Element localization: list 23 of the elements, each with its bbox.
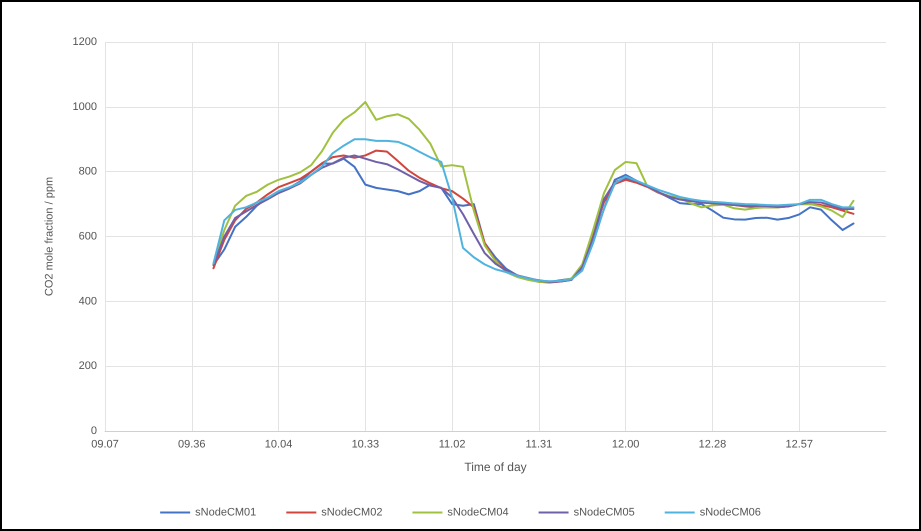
x-tick-label: 10.33: [352, 438, 380, 450]
legend-label: sNodeCM01: [195, 506, 256, 518]
y-tick-label: 0: [90, 425, 97, 437]
x-tick-label: 12.57: [785, 438, 813, 450]
x-tick-label: 09.07: [91, 438, 119, 450]
x-axis-title: Time of day: [464, 460, 527, 474]
y-tick-label: 200: [78, 360, 97, 372]
legend-label: sNodeCM04: [447, 506, 509, 518]
y-tick-label: 800: [78, 166, 97, 178]
x-tick-label: 12.00: [612, 438, 640, 450]
x-tick-label: 09.36: [178, 438, 206, 450]
y-tick-label: 1000: [72, 100, 97, 113]
y-axis-title: CO2 mole fraction / ppm: [44, 176, 56, 296]
y-tick-label: 400: [78, 295, 97, 308]
x-tick-label: 11.31: [526, 438, 552, 450]
x-tick-label: 12.28: [698, 438, 726, 450]
legend-label: sNodeCM06: [700, 506, 761, 518]
legend-label: sNodeCM02: [321, 506, 382, 518]
x-tick-label: 10.04: [264, 438, 292, 450]
legend-label: sNodeCM05: [574, 506, 635, 518]
y-tick-label: 600: [78, 230, 97, 242]
x-tick-label: 11.02: [438, 438, 466, 450]
y-tick-label: 1200: [72, 36, 97, 48]
